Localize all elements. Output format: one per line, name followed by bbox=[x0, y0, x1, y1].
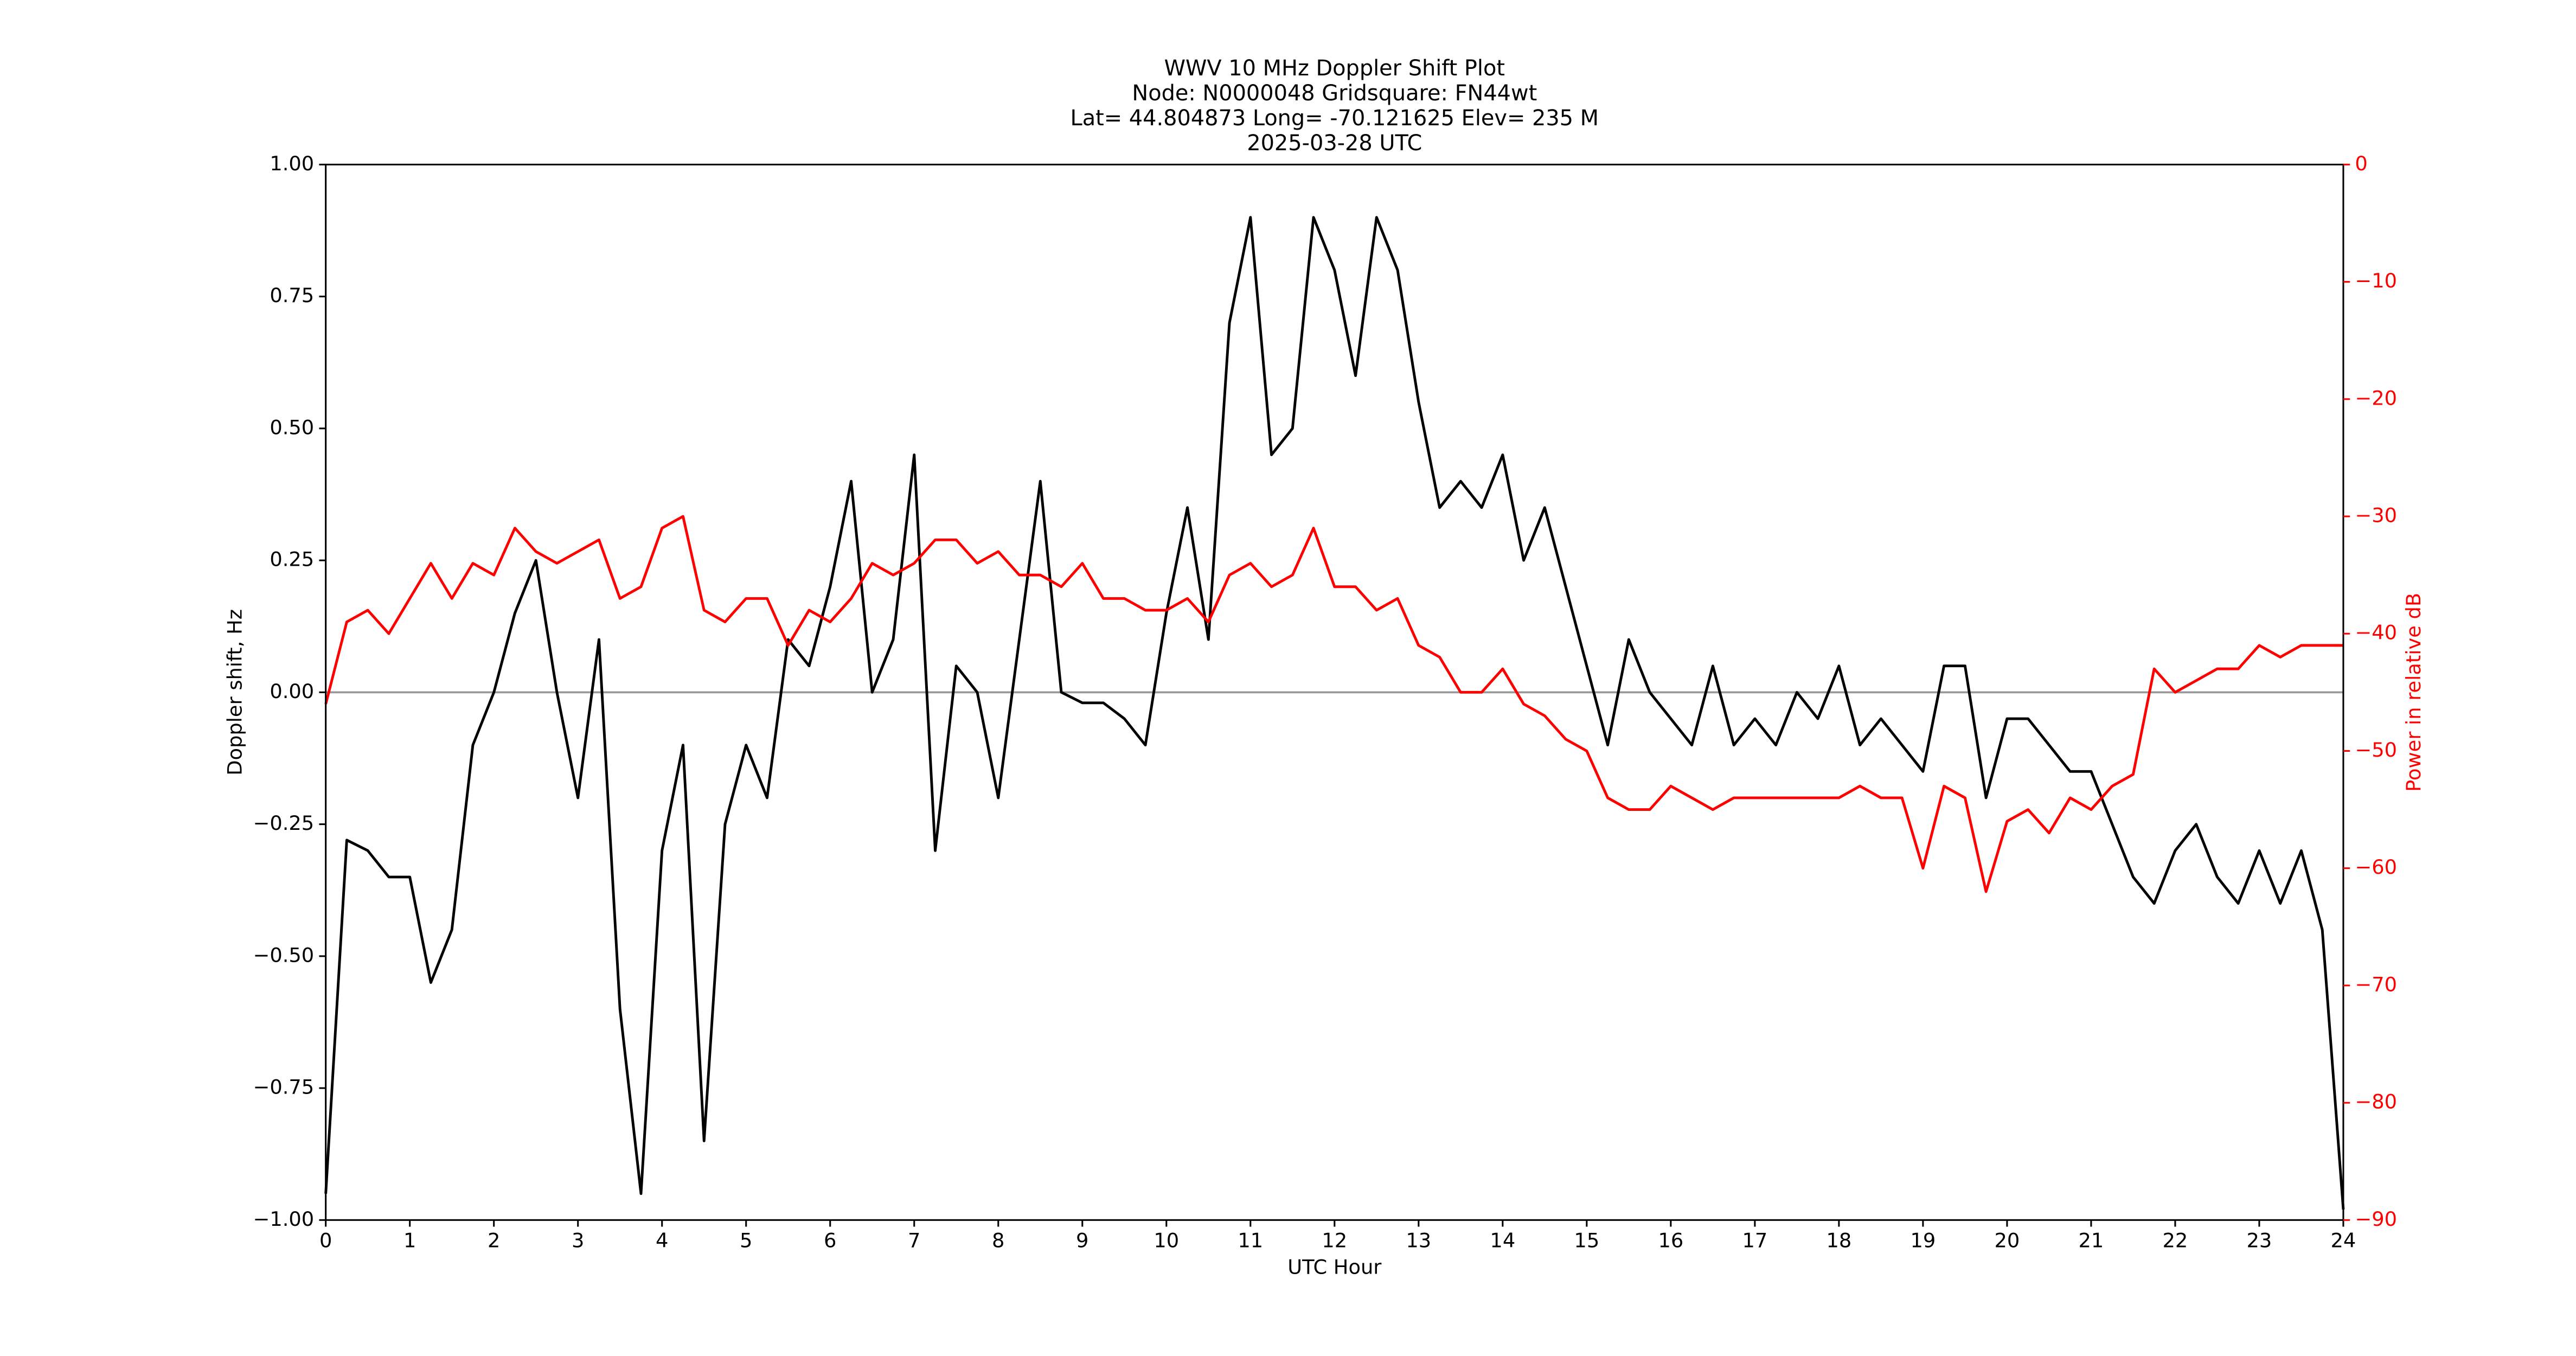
x-axis-label: UTC Hour bbox=[1287, 1256, 1382, 1279]
y2-tick-label: −20 bbox=[2355, 386, 2397, 410]
y2-tick-label: −70 bbox=[2355, 973, 2397, 996]
x-tick-label: 5 bbox=[740, 1229, 752, 1252]
x-tick-label: 23 bbox=[2247, 1229, 2272, 1252]
y-tick-label: −0.25 bbox=[253, 811, 315, 835]
y-tick-label: 0.25 bbox=[270, 548, 314, 571]
x-tick-label: 11 bbox=[1238, 1229, 1263, 1252]
x-tick-label: 14 bbox=[1490, 1229, 1515, 1252]
y-tick-label: 0.50 bbox=[270, 415, 314, 439]
data-line bbox=[324, 216, 2345, 1210]
chart-title: WWV 10 MHz Doppler Shift Plot bbox=[1164, 56, 1505, 81]
x-tick-label: 2 bbox=[488, 1229, 500, 1252]
y2-tick-label: −50 bbox=[2355, 738, 2397, 762]
x-tick-label: 3 bbox=[572, 1229, 584, 1252]
x-tick-label: 4 bbox=[656, 1229, 668, 1252]
x-tick-label: 12 bbox=[1322, 1229, 1347, 1252]
x-tick-label: 20 bbox=[1994, 1229, 2020, 1252]
y2-tick-label: −30 bbox=[2355, 504, 2397, 527]
x-tick-label: 13 bbox=[1406, 1229, 1431, 1252]
y-axis-label: Doppler shift, Hz bbox=[223, 609, 247, 776]
x-tick-label: 15 bbox=[1574, 1229, 1599, 1252]
y2-tick-label: −40 bbox=[2355, 621, 2397, 644]
x-tick-label: 17 bbox=[1742, 1229, 1767, 1252]
chart-title: Node: N0000048 Gridsquare: FN44wt bbox=[1132, 81, 1537, 106]
y2-tick-label: −90 bbox=[2355, 1207, 2397, 1231]
x-tick-label: 10 bbox=[1154, 1229, 1179, 1252]
y-tick-label: 1.00 bbox=[270, 152, 314, 175]
y-tick-label: 0.75 bbox=[270, 284, 314, 307]
x-tick-label: 22 bbox=[2163, 1229, 2188, 1252]
x-tick-label: 9 bbox=[1076, 1229, 1088, 1252]
chart-title: 2025-03-28 UTC bbox=[1247, 131, 1422, 156]
x-tick-label: 24 bbox=[2331, 1229, 2356, 1252]
x-tick-label: 6 bbox=[824, 1229, 836, 1252]
x-tick-label: 7 bbox=[908, 1229, 920, 1252]
y2-axis-label: Power in relative dB bbox=[2402, 593, 2425, 792]
y2-tick-label: −10 bbox=[2355, 269, 2397, 292]
y-tick-label: 0.00 bbox=[270, 680, 314, 703]
x-tick-label: 0 bbox=[319, 1229, 332, 1252]
y2-tick-label: −80 bbox=[2355, 1090, 2397, 1114]
data-line bbox=[324, 515, 2343, 893]
chart-title: Lat= 44.804873 Long= -70.121625 Elev= 23… bbox=[1071, 106, 1599, 131]
y-tick-label: −1.00 bbox=[253, 1207, 315, 1231]
y-tick-label: −0.50 bbox=[253, 943, 315, 967]
x-tick-label: 19 bbox=[1910, 1229, 1936, 1252]
y-tick-label: −0.75 bbox=[253, 1076, 315, 1099]
x-tick-label: 21 bbox=[2079, 1229, 2104, 1252]
y2-tick-label: 0 bbox=[2355, 152, 2367, 175]
x-tick-label: 16 bbox=[1658, 1229, 1683, 1252]
x-tick-label: 1 bbox=[403, 1229, 416, 1252]
x-tick-label: 18 bbox=[1826, 1229, 1851, 1252]
x-tick-label: 8 bbox=[992, 1229, 1004, 1252]
y2-tick-label: −60 bbox=[2355, 855, 2397, 879]
